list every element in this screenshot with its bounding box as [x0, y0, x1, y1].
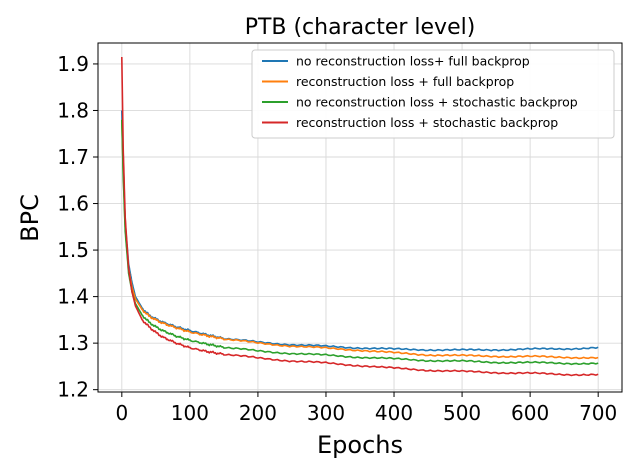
x-axis-title: Epochs	[317, 431, 403, 459]
plot-frame	[97, 42, 623, 393]
x-tick-label: 300	[307, 401, 345, 425]
axis-ticks: 0 100 200 300 400 500 600 700 1.2 1.3 1.4 1.5 1.6 1.7…	[57, 52, 617, 425]
y-tick-label: 1.9	[57, 52, 89, 76]
x-tick-label: 500	[443, 401, 481, 425]
chart-title: PTB (character level)	[245, 15, 476, 40]
y-axis-title: BPC	[16, 194, 44, 242]
legend-label: reconstruction loss + stochastic backpro…	[296, 115, 558, 130]
x-tick-label: 400	[375, 401, 413, 425]
y-tick-label: 1.6	[57, 192, 89, 216]
y-tick-label: 1.4	[57, 285, 89, 309]
y-tick-label: 1.8	[57, 98, 89, 122]
x-tick-label: 200	[239, 401, 277, 425]
legend: no reconstruction loss+ full backprop rec…	[251, 49, 615, 139]
series-layer	[121, 56, 599, 377]
y-tick-label: 1.2	[57, 378, 89, 402]
y-tick-label: 1.5	[57, 238, 89, 262]
x-tick-label: 100	[171, 401, 209, 425]
x-tick-label: 0	[115, 401, 128, 425]
x-tick-label: 700	[579, 401, 617, 425]
legend-label: no reconstruction loss+ full backprop	[296, 54, 530, 69]
legend-label: no reconstruction loss + stochastic back…	[296, 95, 578, 110]
legend-box	[251, 49, 615, 139]
legend-label: reconstruction loss + full backprop	[296, 74, 514, 89]
x-tick-label: 600	[511, 401, 549, 425]
series-line	[121, 56, 599, 377]
y-tick-label: 1.3	[57, 331, 89, 355]
y-tick-label: 1.7	[57, 145, 89, 169]
